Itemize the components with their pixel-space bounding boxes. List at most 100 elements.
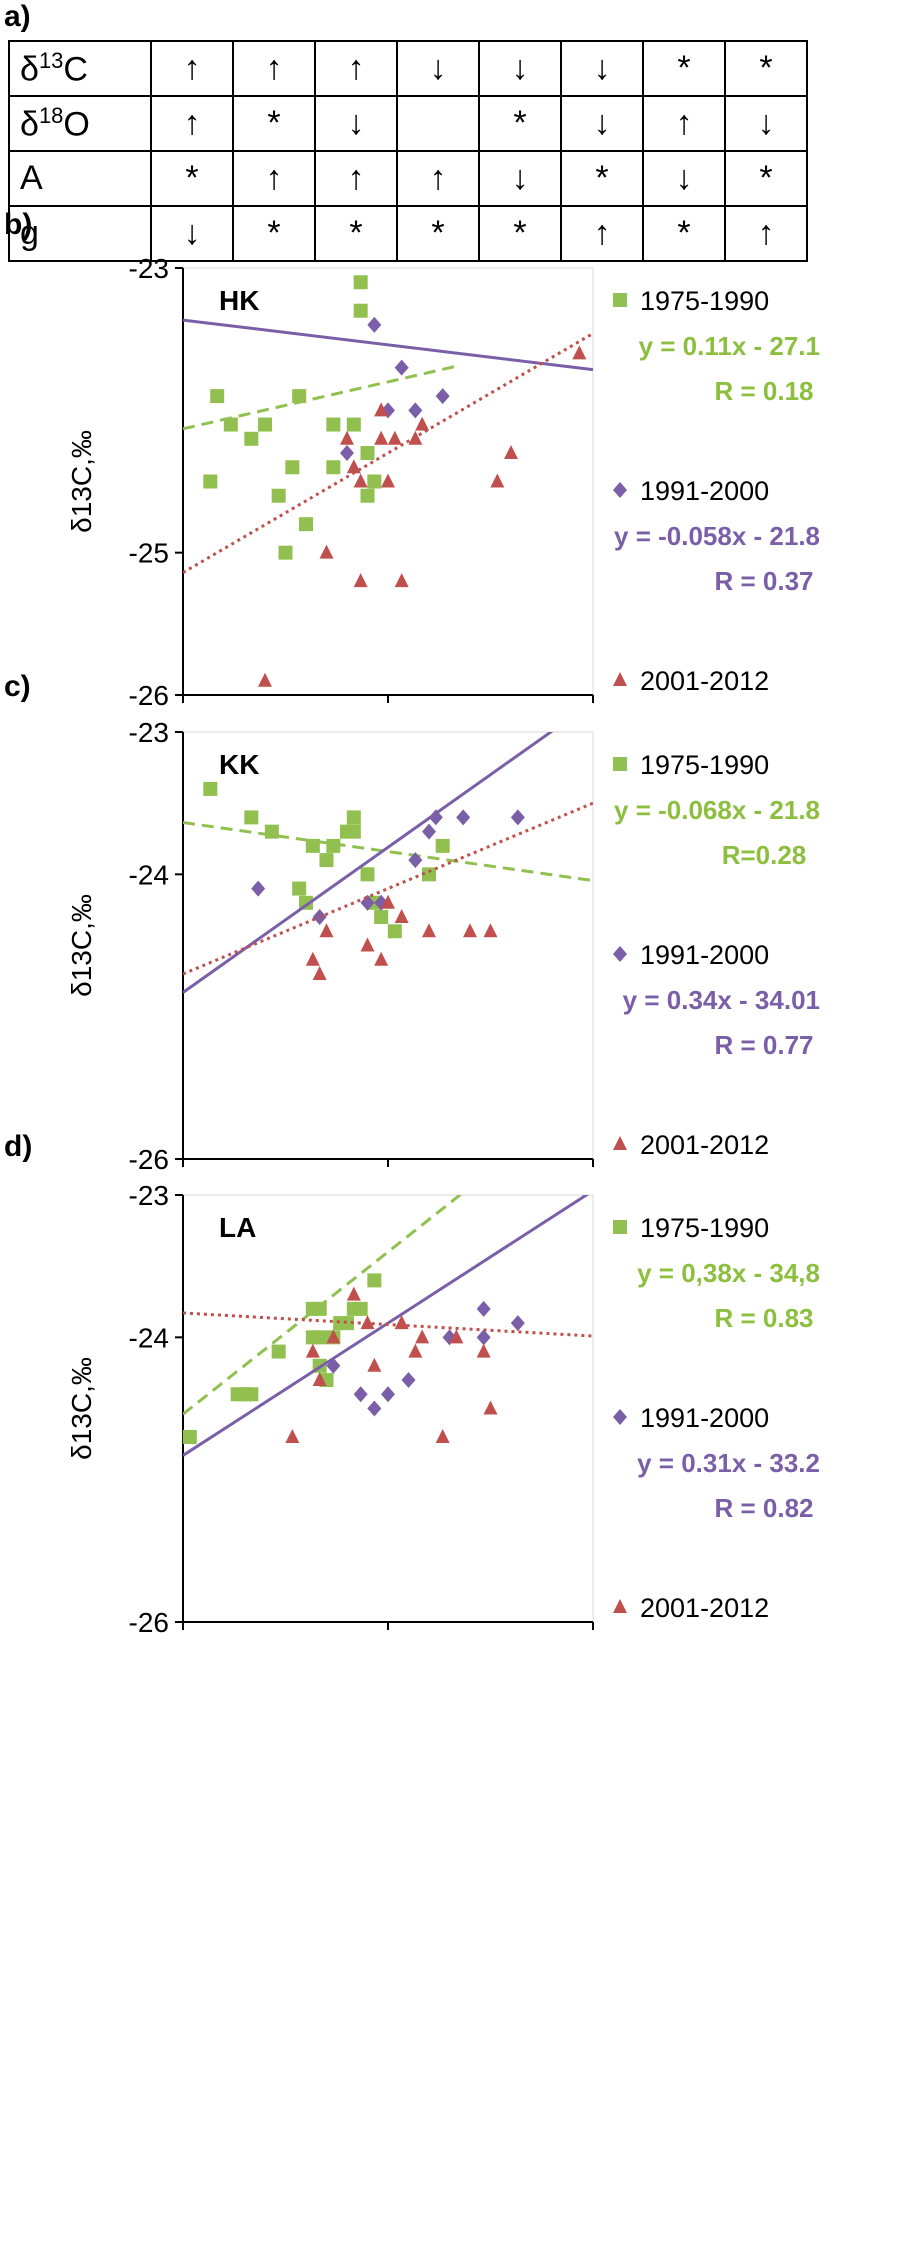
data-point-1975-1990 [285,460,300,475]
data-point-2001-2012 [387,430,402,445]
table-cell: ↑ [232,150,316,207]
legend-label-2001-2012: 2001-2012 [640,666,769,696]
chart-kk: -23-24-26273033δ18O,‰δ13C,‰KK1975-1990y … [66,717,820,1172]
table-cell: ↓ [560,40,644,97]
row-label: δ13C [8,40,152,97]
y-tick-label: -26 [129,1144,169,1172]
data-point-2001-2012 [381,894,395,909]
table-cell: * [478,95,562,152]
data-point-1975-1990 [326,838,341,853]
data-point-1975-1990 [367,474,382,489]
data-point-2001-2012 [381,473,395,488]
row-label: A [8,150,152,207]
data-point-1975-1990 [292,389,307,404]
site-title: HK [219,285,259,316]
data-point-1975-1990 [360,867,375,882]
y-tick-label: -23 [129,1180,169,1211]
data-point-2001-2012 [305,951,320,966]
data-point-2001-2012 [305,1343,320,1358]
data-point-1975-1990 [203,474,218,489]
legend-marker-1975-1990 [613,293,627,307]
data-point-1975-1990 [346,417,361,432]
data-point-2001-2012 [415,416,430,431]
data-point-2001-2012 [346,1286,361,1301]
data-point-1991-2000 [408,402,423,419]
row-label: g [8,205,152,262]
data-point-1975-1990 [353,303,368,318]
table-cell: ↓ [560,95,644,152]
table-cell: ↑ [642,95,726,152]
data-point-2001-2012 [360,937,375,952]
y-tick-label: -24 [129,859,169,890]
trend-table: δ13C ↑ ↑ ↑ ↓ ↓ ↓ * * δ18O ↑ * ↓ * ↓ ↑ ↓ A * ↑ ↑ ↑ ↓ * ↓ * g ↓ * * * * ↑ *… [8,40,808,262]
row-label-main: g [20,214,39,252]
legend-marker-1991-2000 [613,1409,627,1425]
data-point-1991-2000 [326,1357,341,1374]
table-cell: * [396,205,480,262]
table-cell: * [560,150,644,207]
data-point-2001-2012 [340,430,354,445]
data-point-1975-1990 [182,1429,197,1444]
table-cell [396,95,480,152]
table-cell: ↓ [642,150,726,207]
table-cell: * [724,150,808,207]
data-point-1975-1990 [360,446,375,461]
table-cell: ↓ [724,95,808,152]
trend-equation: y = -0.058x - 21.8 [614,521,820,551]
data-point-1991-2000 [510,809,525,826]
y-tick-label: -23 [129,717,169,748]
data-point-1975-1990 [203,781,218,796]
data-point-1975-1990 [292,881,307,896]
y-axis-title: δ13C,‰ [66,1357,97,1460]
data-point-1991-2000 [394,359,409,376]
row-label-sup: 18 [38,102,64,128]
data-point-2001-2012 [312,1372,327,1387]
data-point-2001-2012 [435,1428,450,1443]
data-point-2001-2012 [319,544,334,559]
panel-label-a: a) [4,0,31,33]
legend-label-1991-2000: 1991-2000 [640,1403,769,1433]
data-point-1975-1990 [278,545,293,560]
data-point-1991-2000 [360,894,375,911]
data-point-2001-2012 [483,1400,498,1415]
data-point-2001-2012 [415,1329,430,1344]
data-point-2001-2012 [572,345,587,360]
table-cell: ↑ [150,40,234,97]
data-point-1975-1990 [326,460,341,475]
trendline-2001-2012 [183,1311,593,1338]
data-point-1991-2000 [442,1329,457,1346]
legend-label-1991-2000: 1991-2000 [640,940,769,970]
data-point-1975-1990 [360,488,375,503]
data-point-2001-2012 [353,473,368,488]
table-cell: * [642,205,726,262]
data-point-1991-2000 [340,445,354,462]
table-cell: ↑ [232,40,316,97]
data-point-2001-2012 [312,965,327,980]
data-point-2001-2012 [326,1329,341,1344]
data-point-1975-1990 [319,853,334,868]
row-label-sup: 13 [38,47,64,73]
data-point-2001-2012 [422,923,436,938]
data-point-1991-2000 [381,1386,395,1403]
trend-equation: y = -0.068x - 21.8 [614,795,820,825]
site-title: KK [219,749,259,780]
data-point-1975-1990 [271,1344,286,1359]
data-point-2001-2012 [374,402,389,417]
table-cell: * [232,95,316,152]
data-point-2001-2012 [285,1428,300,1443]
data-point-2001-2012 [360,1315,375,1330]
data-point-2001-2012 [504,445,518,460]
data-point-2001-2012 [449,1329,464,1344]
data-point-2001-2012 [374,951,389,966]
data-point-1975-1990 [258,417,272,432]
legend-marker-1975-1990 [613,757,627,771]
trendline-1975-1990 [183,821,593,883]
correlation-r: R=0.28 [722,840,807,870]
legend-marker-1975-1990 [613,1220,627,1234]
data-point-1975-1990 [340,1316,354,1331]
data-point-1975-1990 [210,389,225,404]
table-cell: * [642,40,726,97]
data-point-1991-2000 [401,1372,416,1389]
row-label-main: δ [20,105,39,144]
y-axis-title: δ13C,‰ [66,894,97,997]
